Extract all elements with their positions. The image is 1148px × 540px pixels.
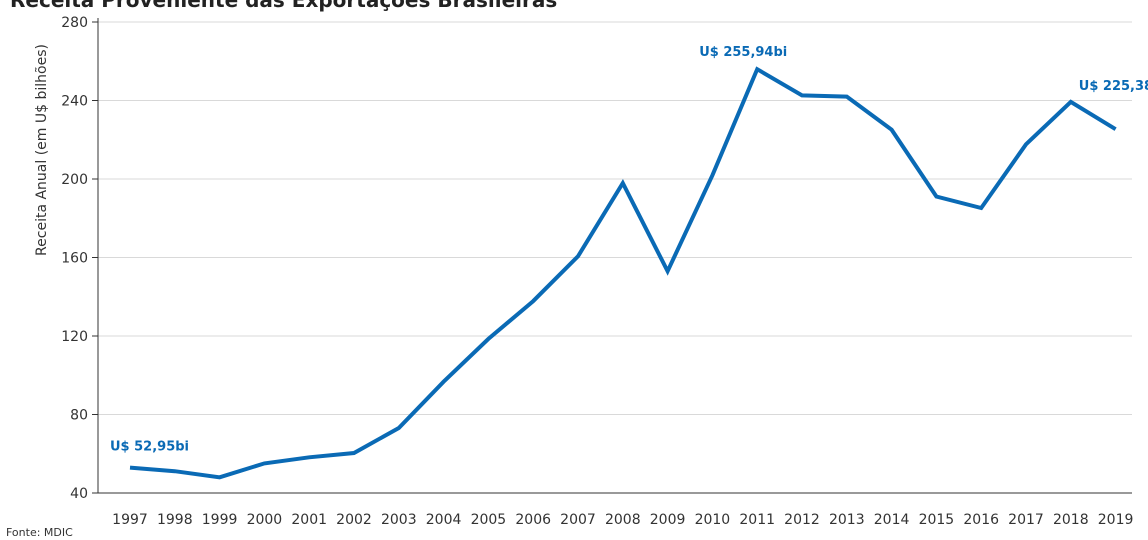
annotations: U$ 52,95bi U$ 255,94bi U$ 225,38bi	[110, 45, 1148, 454]
x-tick-label: 2010	[695, 512, 731, 528]
x-tick-label: 2009	[650, 512, 686, 528]
x-tick-label: 2011	[739, 512, 775, 528]
x-tick-label: 1999	[202, 512, 238, 528]
grid-lines	[98, 21, 1132, 415]
x-tick-label: 2008	[605, 512, 641, 528]
y-tick-label: 160	[61, 251, 88, 267]
y-axis-label: Receita Anual (em U$ bilhões)	[34, 44, 50, 256]
x-tick-label: 2000	[247, 512, 283, 528]
data-label: U$ 225,38bi	[1079, 79, 1148, 94]
data-label: U$ 255,94bi	[699, 45, 787, 60]
x-axis-ticks: 1997 1998 1999 2000 2001 2002 2003 2004 2005 2006…	[112, 512, 1133, 528]
y-tick-label: 200	[61, 172, 88, 188]
x-tick-label: 2006	[515, 512, 551, 528]
x-tick-label: 1998	[157, 512, 193, 528]
series-group	[129, 66, 1117, 480]
x-tick-label: 2019	[1098, 512, 1134, 528]
y-axis-ticks: 40 80 120 160 200 240 280	[61, 15, 98, 502]
x-tick-label: 1997	[112, 512, 148, 528]
y-tick-label: 120	[61, 329, 88, 345]
y-tick-label: 80	[70, 408, 88, 424]
x-tick-label: 2017	[1008, 512, 1044, 528]
x-tick-label: 2001	[291, 512, 327, 528]
data-label: U$ 52,95bi	[110, 440, 189, 455]
y-tick-label: 240	[61, 94, 88, 110]
y-tick-label: 280	[61, 15, 88, 31]
x-tick-label: 2013	[829, 512, 865, 528]
chart-title: Receita Proveniente das Exportações Bras…	[10, 0, 557, 12]
x-tick-label: 2003	[381, 512, 417, 528]
x-tick-label: 2002	[336, 512, 372, 528]
y-tick-label: 40	[70, 486, 88, 502]
x-tick-label: 2018	[1053, 512, 1089, 528]
source-note: Fonte: MDIC	[6, 526, 73, 539]
series-line	[129, 66, 1117, 480]
x-tick-label: 2016	[963, 512, 999, 528]
x-tick-label: 2004	[426, 512, 462, 528]
x-tick-label: 2007	[560, 512, 596, 528]
x-tick-label: 2015	[919, 512, 955, 528]
x-tick-label: 2005	[471, 512, 507, 528]
x-tick-label: 2012	[784, 512, 820, 528]
x-tick-label: 2014	[874, 512, 910, 528]
